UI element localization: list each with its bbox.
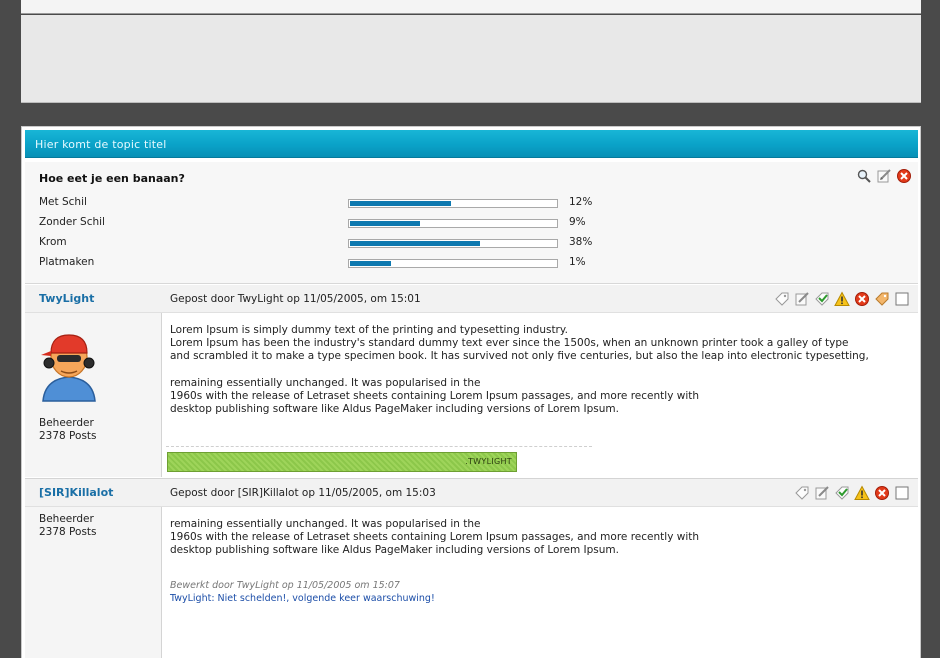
author-name-link[interactable]: [SIR]Killalot	[39, 486, 114, 499]
signature-divider	[166, 446, 592, 447]
poll-option-label: Met Schil	[39, 196, 87, 208]
post-tools	[794, 485, 910, 501]
poll-bar-fill	[350, 201, 451, 206]
author-post-count: 2378 Posts	[39, 526, 97, 538]
post-author-column	[25, 285, 162, 477]
post-text-line: Lorem Ipsum has been the industry's stan…	[170, 337, 849, 349]
page-gap	[21, 103, 921, 123]
select-checkbox[interactable]	[894, 291, 910, 307]
author-role: Beheerder	[39, 513, 94, 525]
post-text-line: and scrambled it to make a type specimen…	[170, 350, 869, 362]
warning-icon[interactable]	[834, 291, 850, 307]
topic-header: Hier komt de topic titel	[25, 130, 918, 158]
post-text-line: remaining essentially unchanged. It was …	[170, 377, 481, 389]
post-text-line: desktop publishing software like Aldus P…	[170, 544, 620, 556]
poll-option-percent: 1%	[569, 256, 586, 268]
post-text-line: 1960s with the release of Letraset sheet…	[170, 390, 700, 402]
poll-option-percent: 38%	[569, 236, 593, 248]
poll-option: Platmaken 1%	[39, 256, 639, 270]
poll-option-label: Platmaken	[39, 256, 95, 268]
label-icon[interactable]	[874, 291, 890, 307]
poll-option-label: Krom	[39, 236, 67, 248]
poll-bar-fill	[350, 261, 392, 266]
magnifier-icon[interactable]	[856, 168, 872, 184]
poll-question: Hoe eet je een banaan?	[39, 172, 185, 185]
poll-option-percent: 9%	[569, 216, 586, 228]
edit-icon[interactable]	[794, 291, 810, 307]
author-post-count: 2378 Posts	[39, 430, 97, 442]
post-header: [SIR]Killalot Gepost door [SIR]Killalot …	[25, 479, 918, 507]
poll-bar	[348, 199, 558, 208]
post-tools	[774, 291, 910, 307]
delete-icon[interactable]	[854, 291, 870, 307]
signature-banner: .TWYLIGHT	[167, 452, 517, 472]
poll-option-percent: 12%	[569, 196, 593, 208]
post-meta: Gepost door TwyLight op 11/05/2005, om 1…	[170, 293, 421, 305]
poll-bar	[348, 259, 558, 268]
tag-icon[interactable]	[774, 291, 790, 307]
poll-option: Met Schil 12%	[39, 196, 639, 210]
signature-text: .TWYLIGHT	[465, 457, 512, 466]
poll-option: Krom 38%	[39, 236, 639, 250]
moderator-note: TwyLight: Niet schelden!, volgende keer …	[170, 593, 435, 604]
edit-icon[interactable]	[814, 485, 830, 501]
quote-icon[interactable]	[814, 291, 830, 307]
poll-option-label: Zonder Schil	[39, 216, 105, 228]
post-body-column	[163, 285, 918, 477]
post-text-line: desktop publishing software like Aldus P…	[170, 403, 620, 415]
post-text-line: 1960s with the release of Letraset sheet…	[170, 531, 700, 543]
poll: Hoe eet je een banaan? Met Schil 12% Zon…	[25, 162, 918, 284]
delete-icon[interactable]	[896, 168, 912, 184]
post-header: TwyLight Gepost door TwyLight op 11/05/2…	[25, 285, 918, 313]
header-band	[21, 15, 921, 103]
poll-bar	[348, 219, 558, 228]
poll-tools	[856, 168, 912, 184]
post: TwyLight Gepost door TwyLight op 11/05/2…	[25, 285, 918, 477]
author-name-link[interactable]: TwyLight	[39, 292, 95, 305]
warning-icon[interactable]	[854, 485, 870, 501]
post-body-column	[163, 479, 918, 658]
post-meta: Gepost door [SIR]Killalot op 11/05/2005,…	[170, 487, 436, 499]
top-bar	[21, 0, 921, 14]
edit-note: Bewerkt door TwyLight op 11/05/2005 om 1…	[170, 580, 400, 591]
tag-icon[interactable]	[794, 485, 810, 501]
avatar	[37, 325, 101, 405]
select-checkbox[interactable]	[894, 485, 910, 501]
poll-bar-fill	[350, 221, 421, 226]
poll-option: Zonder Schil 9%	[39, 216, 639, 230]
post-text-line: remaining essentially unchanged. It was …	[170, 518, 481, 530]
poll-bar-fill	[350, 241, 480, 246]
post-author-column	[25, 479, 162, 658]
topic-panel: Hier komt de topic titel Hoe eet je een …	[21, 126, 921, 658]
delete-icon[interactable]	[874, 485, 890, 501]
post: [SIR]Killalot Gepost door [SIR]Killalot …	[25, 478, 918, 658]
quote-icon[interactable]	[834, 485, 850, 501]
author-role: Beheerder	[39, 417, 94, 429]
poll-bar	[348, 239, 558, 248]
topic-title: Hier komt de topic titel	[35, 138, 167, 151]
post-text-line: Lorem Ipsum is simply dummy text of the …	[170, 324, 568, 336]
edit-icon[interactable]	[876, 168, 892, 184]
